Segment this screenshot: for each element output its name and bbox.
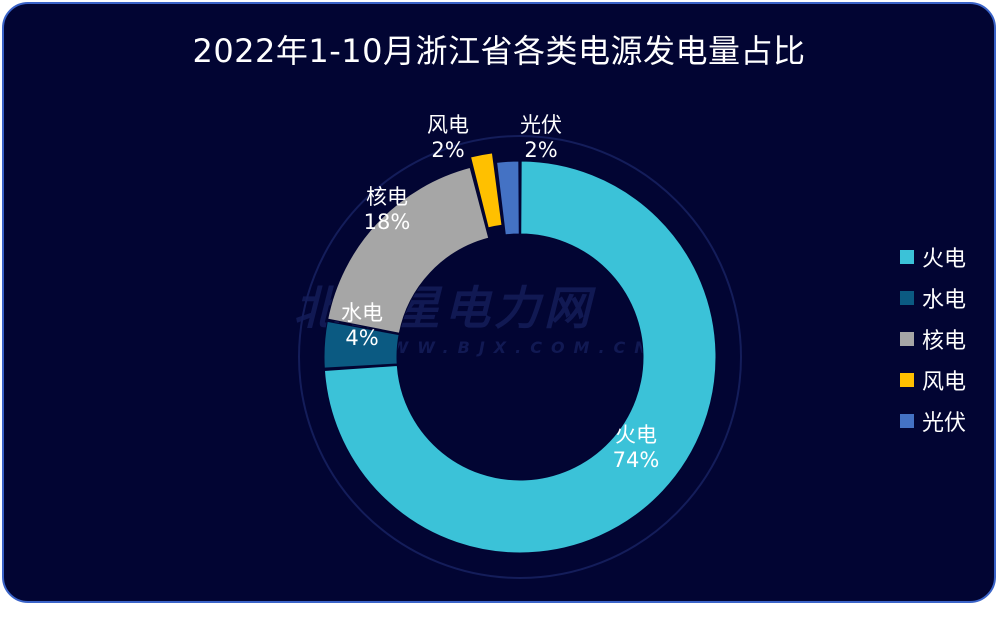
slice-value-nuclear: 18% — [364, 210, 411, 234]
watermark-sub: WWW.BJX.COM.CN — [364, 338, 657, 357]
slice-value-wind: 2% — [431, 138, 464, 162]
legend-swatch-nuclear — [900, 331, 914, 346]
legend-item-solar: 光伏 — [900, 400, 994, 441]
legend-label-hydro: 水电 — [922, 287, 967, 313]
legend-swatch-hydro — [900, 290, 914, 305]
legend: 火电水电核电风电光伏 — [900, 236, 994, 441]
legend-item-hydro: 水电 — [900, 277, 994, 318]
slices-group — [323, 152, 717, 554]
slice-hydro — [323, 320, 400, 369]
legend-label-solar: 光伏 — [922, 410, 967, 436]
legend-swatch-wind — [900, 372, 914, 387]
outer-ring-decoration — [298, 135, 742, 579]
slice-value-fire: 74% — [613, 448, 660, 472]
chart-title: 2022年1-10月浙江省各类电源发电量占比 — [192, 32, 806, 70]
legend-item-fire: 火电 — [900, 236, 994, 277]
slice-label-solar: 光伏 — [520, 113, 562, 137]
slice-nuclear — [327, 166, 490, 334]
legend-item-wind: 风电 — [900, 359, 994, 400]
legend-item-nuclear: 核电 — [900, 318, 994, 359]
legend-label-fire: 火电 — [922, 246, 967, 272]
slice-label-wind: 风电 — [427, 113, 469, 137]
legend-swatch-fire — [900, 249, 914, 264]
slice-solar — [496, 160, 520, 236]
legend-swatch-solar — [900, 413, 914, 428]
slice-value-solar: 2% — [524, 138, 557, 162]
slice-label-nuclear: 核电 — [366, 185, 408, 209]
legend-label-nuclear: 核电 — [922, 328, 967, 354]
slice-label-hydro: 水电 — [341, 301, 383, 325]
slice-value-hydro: 4% — [345, 326, 378, 350]
slice-fire — [323, 160, 717, 554]
chart-card: 2022年1-10月浙江省各类电源发电量占比 北极星电力网 WWW.BJX.CO… — [2, 2, 996, 603]
slice-wind — [469, 152, 503, 229]
legend-label-wind: 风电 — [922, 369, 967, 395]
slice-label-fire: 火电 — [615, 423, 657, 447]
